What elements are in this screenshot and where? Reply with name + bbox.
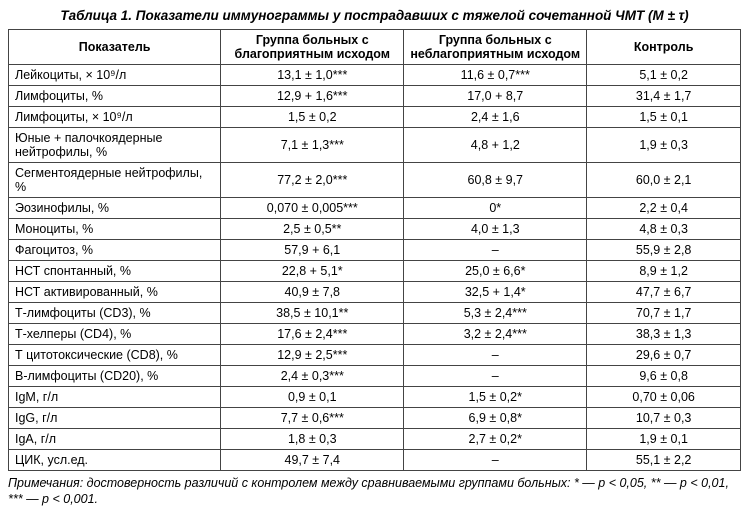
row-value: 2,5 ± 0,5** — [221, 219, 404, 240]
row-value: 57,9 + 6,1 — [221, 240, 404, 261]
immunogram-table: Показатель Группа больных с благоприятны… — [8, 29, 741, 471]
row-value: 5,1 ± 0,2 — [587, 65, 741, 86]
row-value: 1,5 ± 0,1 — [587, 107, 741, 128]
row-value: 7,7 ± 0,6*** — [221, 408, 404, 429]
row-value: 10,7 ± 0,3 — [587, 408, 741, 429]
row-value: 0,70 ± 0,06 — [587, 387, 741, 408]
table-row: ЦИК, усл.ед.49,7 ± 7,4–55,1 ± 2,2 — [9, 450, 741, 471]
row-value: 9,6 ± 0,8 — [587, 366, 741, 387]
table-row: Юные + палочкоядерные нейтрофилы, %7,1 ±… — [9, 128, 741, 163]
row-value: 11,6 ± 0,7*** — [404, 65, 587, 86]
table-row: Моноциты, %2,5 ± 0,5**4,0 ± 1,34,8 ± 0,3 — [9, 219, 741, 240]
row-value: 38,5 ± 10,1** — [221, 303, 404, 324]
row-label: НСТ активированный, % — [9, 282, 221, 303]
row-value: 60,0 ± 2,1 — [587, 163, 741, 198]
row-value: 2,4 ± 0,3*** — [221, 366, 404, 387]
row-value: 6,9 ± 0,8* — [404, 408, 587, 429]
row-label: IgG, г/л — [9, 408, 221, 429]
row-value: 2,7 ± 0,2* — [404, 429, 587, 450]
row-value: 1,9 ± 0,3 — [587, 128, 741, 163]
row-value: 31,4 ± 1,7 — [587, 86, 741, 107]
table-row: Т-хелперы (CD4), %17,6 ± 2,4***3,2 ± 2,4… — [9, 324, 741, 345]
table-row: Лимфоциты, × 10⁹/л1,5 ± 0,22,4 ± 1,61,5 … — [9, 107, 741, 128]
row-value: 0,9 ± 0,1 — [221, 387, 404, 408]
row-value: 77,2 ± 2,0*** — [221, 163, 404, 198]
table-row: Лимфоциты, %12,9 + 1,6***17,0 + 8,731,4 … — [9, 86, 741, 107]
row-value: – — [404, 450, 587, 471]
row-label: Эозинофилы, % — [9, 198, 221, 219]
table-row: IgG, г/л7,7 ± 0,6***6,9 ± 0,8*10,7 ± 0,3 — [9, 408, 741, 429]
table-title: Таблица 1. Показатели иммунограммы у пос… — [8, 8, 741, 23]
row-value: 7,1 ± 1,3*** — [221, 128, 404, 163]
row-value: 40,9 ± 7,8 — [221, 282, 404, 303]
footnote: Примечания: достоверность различий с кон… — [8, 476, 741, 507]
table-row: IgA, г/л1,8 ± 0,32,7 ± 0,2*1,9 ± 0,1 — [9, 429, 741, 450]
row-label: Т-хелперы (CD4), % — [9, 324, 221, 345]
row-label: Т цитотоксические (CD8), % — [9, 345, 221, 366]
row-value: 55,1 ± 2,2 — [587, 450, 741, 471]
row-value: 0,070 ± 0,005*** — [221, 198, 404, 219]
table-row: Т-лимфоциты (CD3), %38,5 ± 10,1**5,3 ± 2… — [9, 303, 741, 324]
table-row: IgM, г/л0,9 ± 0,11,5 ± 0,2*0,70 ± 0,06 — [9, 387, 741, 408]
table-row: Сегментоядерные нейтрофилы, %77,2 ± 2,0*… — [9, 163, 741, 198]
table-row: НСТ активированный, %40,9 ± 7,832,5 + 1,… — [9, 282, 741, 303]
row-value: 12,9 ± 2,5*** — [221, 345, 404, 366]
row-label: Сегментоядерные нейтрофилы, % — [9, 163, 221, 198]
col-favorable: Группа больных с благоприятным исходом — [221, 30, 404, 65]
row-value: 32,5 + 1,4* — [404, 282, 587, 303]
row-value: 4,0 ± 1,3 — [404, 219, 587, 240]
table-row: Лейкоциты, × 10⁹/л13,1 ± 1,0***11,6 ± 0,… — [9, 65, 741, 86]
col-control: Контроль — [587, 30, 741, 65]
row-label: Моноциты, % — [9, 219, 221, 240]
table-row: Т цитотоксические (CD8), %12,9 ± 2,5***–… — [9, 345, 741, 366]
row-value: 29,6 ± 0,7 — [587, 345, 741, 366]
row-value: 47,7 ± 6,7 — [587, 282, 741, 303]
row-value: 70,7 ± 1,7 — [587, 303, 741, 324]
row-value: – — [404, 345, 587, 366]
row-value: 55,9 ± 2,8 — [587, 240, 741, 261]
row-value: 1,8 ± 0,3 — [221, 429, 404, 450]
row-value: 22,8 + 5,1* — [221, 261, 404, 282]
row-label: Лимфоциты, × 10⁹/л — [9, 107, 221, 128]
table-row: В-лимфоциты (CD20), %2,4 ± 0,3***–9,6 ± … — [9, 366, 741, 387]
col-indicator: Показатель — [9, 30, 221, 65]
col-unfavorable: Группа больных с неблагоприятным исходом — [404, 30, 587, 65]
row-label: Фагоцитоз, % — [9, 240, 221, 261]
row-label: IgA, г/л — [9, 429, 221, 450]
row-value: 8,9 ± 1,2 — [587, 261, 741, 282]
row-value: 17,6 ± 2,4*** — [221, 324, 404, 345]
table-row: Фагоцитоз, %57,9 + 6,1–55,9 ± 2,8 — [9, 240, 741, 261]
row-label: IgM, г/л — [9, 387, 221, 408]
row-label: Т-лимфоциты (CD3), % — [9, 303, 221, 324]
row-value: 25,0 ± 6,6* — [404, 261, 587, 282]
row-value: 4,8 ± 0,3 — [587, 219, 741, 240]
table-row: НСТ спонтанный, %22,8 + 5,1*25,0 ± 6,6*8… — [9, 261, 741, 282]
row-value: 60,8 ± 9,7 — [404, 163, 587, 198]
row-value: 38,3 ± 1,3 — [587, 324, 741, 345]
row-value: 17,0 + 8,7 — [404, 86, 587, 107]
row-value: 2,2 ± 0,4 — [587, 198, 741, 219]
row-label: Лейкоциты, × 10⁹/л — [9, 65, 221, 86]
row-value: 3,2 ± 2,4*** — [404, 324, 587, 345]
row-value: – — [404, 366, 587, 387]
row-label: ЦИК, усл.ед. — [9, 450, 221, 471]
row-label: НСТ спонтанный, % — [9, 261, 221, 282]
row-label: Лимфоциты, % — [9, 86, 221, 107]
row-value: 2,4 ± 1,6 — [404, 107, 587, 128]
row-value: 12,9 + 1,6*** — [221, 86, 404, 107]
row-value: 1,9 ± 0,1 — [587, 429, 741, 450]
row-value: 13,1 ± 1,0*** — [221, 65, 404, 86]
row-value: 4,8 + 1,2 — [404, 128, 587, 163]
row-value: 1,5 ± 0,2 — [221, 107, 404, 128]
row-value: – — [404, 240, 587, 261]
row-value: 49,7 ± 7,4 — [221, 450, 404, 471]
table-row: Эозинофилы, %0,070 ± 0,005***0*2,2 ± 0,4 — [9, 198, 741, 219]
header-row: Показатель Группа больных с благоприятны… — [9, 30, 741, 65]
row-value: 5,3 ± 2,4*** — [404, 303, 587, 324]
row-label: В-лимфоциты (CD20), % — [9, 366, 221, 387]
row-label: Юные + палочкоядерные нейтрофилы, % — [9, 128, 221, 163]
row-value: 1,5 ± 0,2* — [404, 387, 587, 408]
row-value: 0* — [404, 198, 587, 219]
